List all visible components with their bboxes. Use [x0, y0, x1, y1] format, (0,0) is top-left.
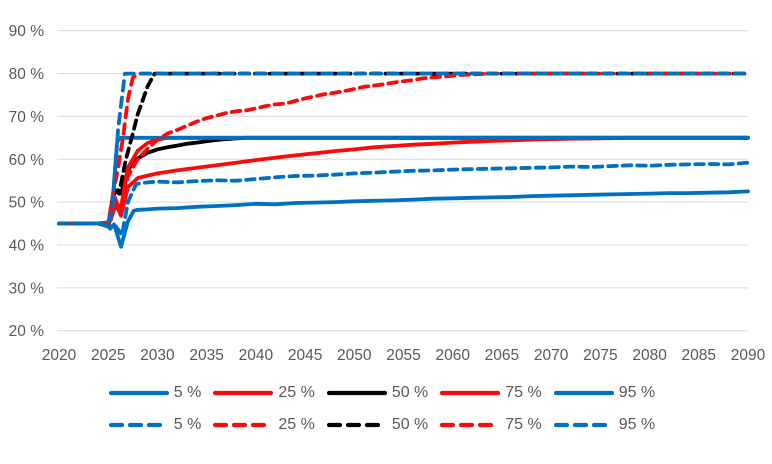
legend-label: 5 % — [173, 384, 202, 401]
legend-entry-solid-75%: 75 % — [440, 384, 549, 402]
x-tick-label-2040: 2040 — [239, 347, 274, 364]
series-line-dashed-25 — [57, 71, 750, 228]
legend-solid-line-icon — [553, 389, 614, 397]
legend-dashed-line-icon — [440, 421, 501, 429]
x-tick-label-2090: 2090 — [731, 347, 766, 364]
legend-solid-line-icon — [440, 389, 501, 397]
legend-label: 50 % — [391, 416, 429, 433]
legend-dashed-line-icon — [108, 421, 169, 429]
x-axis-labels: 2020 2025 2030 2035 2040 2045 2050 2055 2060 2065… — [42, 347, 766, 364]
legend-row-solid: 5 % 25 % 50 % 75 % 95 % — [0, 384, 772, 402]
legend-label: 25 % — [278, 416, 315, 433]
y-tick-label-30: 30 % — [9, 280, 45, 297]
y-tick-label-70: 70 % — [9, 109, 45, 126]
x-tick-label-2070: 2070 — [534, 347, 569, 364]
legend-entry-dashed-50%: 50 % — [326, 416, 436, 434]
y-tick-label-90: 90 % — [9, 23, 45, 40]
y-tick-label-40: 40 % — [9, 237, 45, 254]
x-tick-label-2035: 2035 — [189, 347, 223, 364]
legend-label: 25 % — [278, 384, 315, 401]
series-line-solid-5 — [57, 189, 750, 249]
legend-entry-dashed-95%: 95 % — [553, 416, 663, 434]
x-tick-label-2025: 2025 — [91, 347, 125, 364]
legend-dashed-line-icon — [326, 421, 387, 429]
legend-entry-solid-5%: 5 % — [108, 384, 210, 402]
x-tick-label-2055: 2055 — [386, 347, 420, 364]
chart-legend: 5 % 25 % 50 % 75 % 95 % 5 % 25 % 50 % 75 % 95 % — [0, 384, 772, 434]
legend-entry-dashed-25%: 25 % — [213, 416, 322, 434]
series-line-dashed-95 — [57, 71, 750, 226]
y-axis-labels: 90 % 80 % 70 % 60 % 50 % 40 % 30 % 20 % — [9, 23, 45, 340]
x-tick-label-2030: 2030 — [140, 347, 175, 364]
x-tick-label-2085: 2085 — [682, 347, 716, 364]
legend-row-dashed: 5 % 25 % 50 % 75 % 95 % — [0, 416, 772, 434]
legend-dashed-line-icon — [553, 421, 614, 429]
x-tick-label-2020: 2020 — [42, 347, 77, 364]
x-tick-label-2075: 2075 — [583, 347, 617, 364]
y-tick-label-50: 50 % — [9, 195, 45, 212]
legend-solid-line-icon — [213, 389, 274, 397]
legend-label: 95 % — [618, 384, 656, 401]
legend-label: 50 % — [391, 384, 429, 401]
legend-entry-solid-95%: 95 % — [553, 384, 663, 402]
legend-label: 75 % — [505, 416, 542, 433]
legend-entry-solid-50%: 50 % — [326, 384, 436, 402]
legend-solid-line-icon — [108, 389, 169, 397]
series-lines — [57, 71, 750, 249]
x-tick-label-2050: 2050 — [337, 347, 372, 364]
legend-label: 95 % — [618, 416, 656, 433]
x-tick-label-2060: 2060 — [435, 347, 470, 364]
x-tick-label-2065: 2065 — [485, 347, 519, 364]
legend-entry-dashed-75%: 75 % — [440, 416, 549, 434]
legend-solid-line-icon — [326, 389, 387, 397]
legend-entry-dashed-5%: 5 % — [108, 416, 210, 434]
y-tick-label-80: 80 % — [9, 66, 45, 83]
y-tick-label-60: 60 % — [9, 152, 45, 169]
legend-label: 5 % — [173, 416, 202, 433]
legend-dashed-line-icon — [213, 421, 274, 429]
legend-label: 75 % — [505, 384, 542, 401]
legend-entry-solid-25%: 25 % — [213, 384, 322, 402]
x-tick-label-2080: 2080 — [632, 347, 667, 364]
x-tick-label-2045: 2045 — [288, 347, 322, 364]
chart-svg: 90 %80 %70 %60 %50 %40 %30 %20 % 2020 202… — [9, 23, 766, 364]
y-tick-label-20: 20 % — [9, 323, 45, 340]
series-line-dashed-5 — [57, 160, 750, 238]
